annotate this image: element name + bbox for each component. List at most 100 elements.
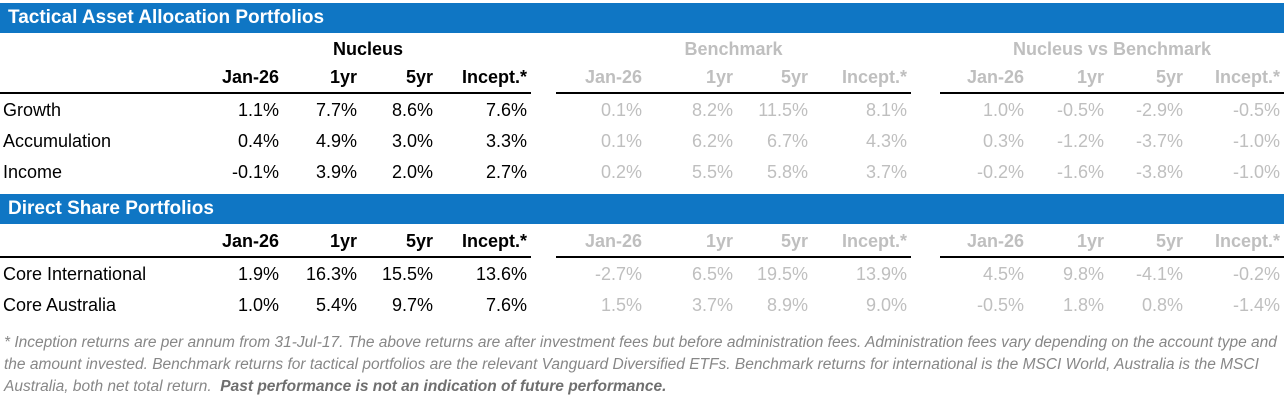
column-header: Incept.* — [437, 224, 531, 258]
column-header: 5yr — [361, 224, 437, 258]
column-gap — [911, 94, 940, 125]
value-cell: 8.2% — [691, 100, 733, 120]
column-header: Incept.* — [437, 62, 531, 94]
value-cell: 3.7% — [865, 162, 907, 182]
value-cell: 7.6% — [485, 100, 527, 120]
value-cell: 3.9% — [315, 162, 357, 182]
header-spacer — [0, 62, 205, 94]
footnote-bold-text: Past performance is not an indication of… — [220, 378, 667, 395]
column-header: 1yr — [646, 224, 737, 258]
value-cell: 1.0% — [237, 295, 279, 315]
value-cell: 9.8% — [1062, 264, 1104, 284]
column-header: Incept.* — [1187, 224, 1284, 258]
column-header: 1yr — [283, 62, 361, 94]
section-tactical-asset-allocation: Tactical Asset Allocation Portfolios Nuc… — [0, 3, 1288, 187]
value-cell: -3.8% — [1135, 162, 1183, 182]
row-label: Growth — [3, 100, 62, 120]
section-title: Direct Share Portfolios — [8, 198, 214, 219]
value-cell: -2.7% — [594, 264, 642, 284]
value-cell: 4.9% — [315, 131, 357, 151]
value-cell: 6.2% — [691, 131, 733, 151]
value-cell: 3.0% — [391, 131, 433, 151]
column-header-row: Jan-26 1yr 5yr Incept.* Jan-26 1yr 5yr I… — [0, 224, 1284, 258]
column-gap — [531, 62, 556, 94]
column-header: Incept.* — [812, 62, 911, 94]
column-header: Jan-26 — [940, 62, 1028, 94]
column-header-row: Jan-26 1yr 5yr Incept.* Jan-26 1yr 5yr I… — [0, 62, 1284, 94]
column-header: 5yr — [737, 62, 812, 94]
column-header: Incept.* — [1187, 62, 1284, 94]
group-title-nucleus: Nucleus — [332, 39, 404, 59]
column-header: 5yr — [1108, 224, 1187, 258]
value-cell: 0.3% — [982, 131, 1024, 151]
column-header: 5yr — [737, 224, 812, 258]
value-cell: -0.2% — [1232, 264, 1280, 284]
value-cell: 4.3% — [865, 131, 907, 151]
value-cell: 15.5% — [381, 264, 433, 284]
row-label: Accumulation — [3, 131, 112, 151]
value-cell: -0.1% — [231, 162, 279, 182]
footnote: * Inception returns are per annum from 3… — [4, 332, 1278, 398]
column-gap — [531, 289, 556, 320]
row-label: Core International — [3, 264, 147, 284]
column-header: 5yr — [361, 62, 437, 94]
portfolio-row-core-australia: Core Australia 1.0% 5.4% 9.7% 7.6% 1.5% … — [0, 289, 1284, 320]
column-header: 1yr — [646, 62, 737, 94]
value-cell: -0.5% — [1232, 100, 1280, 120]
portfolio-row-growth: Growth 1.1% 7.7% 8.6% 7.6% 0.1% 8.2% 11.… — [0, 94, 1284, 125]
value-cell: 16.3% — [305, 264, 357, 284]
value-cell: 1.5% — [600, 295, 642, 315]
value-cell: 19.5% — [756, 264, 808, 284]
row-label: Core Australia — [3, 295, 117, 315]
column-header: 5yr — [1108, 62, 1187, 94]
column-gap — [911, 125, 940, 156]
value-cell: -0.5% — [1056, 100, 1104, 120]
column-header: Jan-26 — [205, 224, 283, 258]
row-label: Income — [3, 162, 63, 182]
column-gap — [911, 224, 940, 258]
footnote-regular-text: * Inception returns are per annum from 3… — [4, 334, 1277, 395]
value-cell: 8.6% — [391, 100, 433, 120]
value-cell: 5.4% — [315, 295, 357, 315]
value-cell: 8.9% — [766, 295, 808, 315]
value-cell: 4.5% — [982, 264, 1024, 284]
column-gap — [911, 289, 940, 320]
group-title-benchmark: Benchmark — [684, 39, 783, 59]
column-header: Jan-26 — [940, 224, 1028, 258]
value-cell: 5.5% — [691, 162, 733, 182]
value-cell: 0.4% — [237, 131, 279, 151]
value-cell: 13.9% — [855, 264, 907, 284]
direct-share-title-bar: Direct Share Portfolios — [0, 194, 1284, 224]
value-cell: -1.2% — [1056, 131, 1104, 151]
column-header: 1yr — [1028, 62, 1108, 94]
column-header: Jan-26 — [556, 224, 646, 258]
value-cell: 1.0% — [982, 100, 1024, 120]
value-cell: -2.9% — [1135, 100, 1183, 120]
value-cell: 8.1% — [865, 100, 907, 120]
value-cell: 11.5% — [758, 100, 808, 120]
value-cell: -0.2% — [976, 162, 1024, 182]
section-title: Tactical Asset Allocation Portfolios — [8, 7, 325, 28]
value-cell: 2.7% — [485, 162, 527, 182]
column-header: Jan-26 — [556, 62, 646, 94]
value-cell: 7.6% — [485, 295, 527, 315]
value-cell: -0.5% — [976, 295, 1024, 315]
value-cell: -1.6% — [1056, 162, 1104, 182]
value-cell: 13.6% — [475, 264, 527, 284]
header-spacer — [0, 224, 205, 258]
value-cell: 0.1% — [600, 131, 642, 151]
value-cell: -1.4% — [1232, 295, 1280, 315]
value-cell: 1.9% — [237, 264, 279, 284]
column-gap — [531, 94, 556, 125]
value-cell: -1.0% — [1232, 131, 1280, 151]
value-cell: -1.0% — [1232, 162, 1280, 182]
value-cell: 0.1% — [600, 100, 642, 120]
column-gap — [531, 258, 556, 289]
column-gap — [531, 125, 556, 156]
value-cell: 7.7% — [315, 100, 357, 120]
value-cell: 1.1% — [237, 100, 279, 120]
value-cell: 3.3% — [485, 131, 527, 151]
column-header: 1yr — [1028, 224, 1108, 258]
tactical-title-bar: Tactical Asset Allocation Portfolios — [0, 3, 1284, 33]
value-cell: 6.7% — [766, 131, 808, 151]
